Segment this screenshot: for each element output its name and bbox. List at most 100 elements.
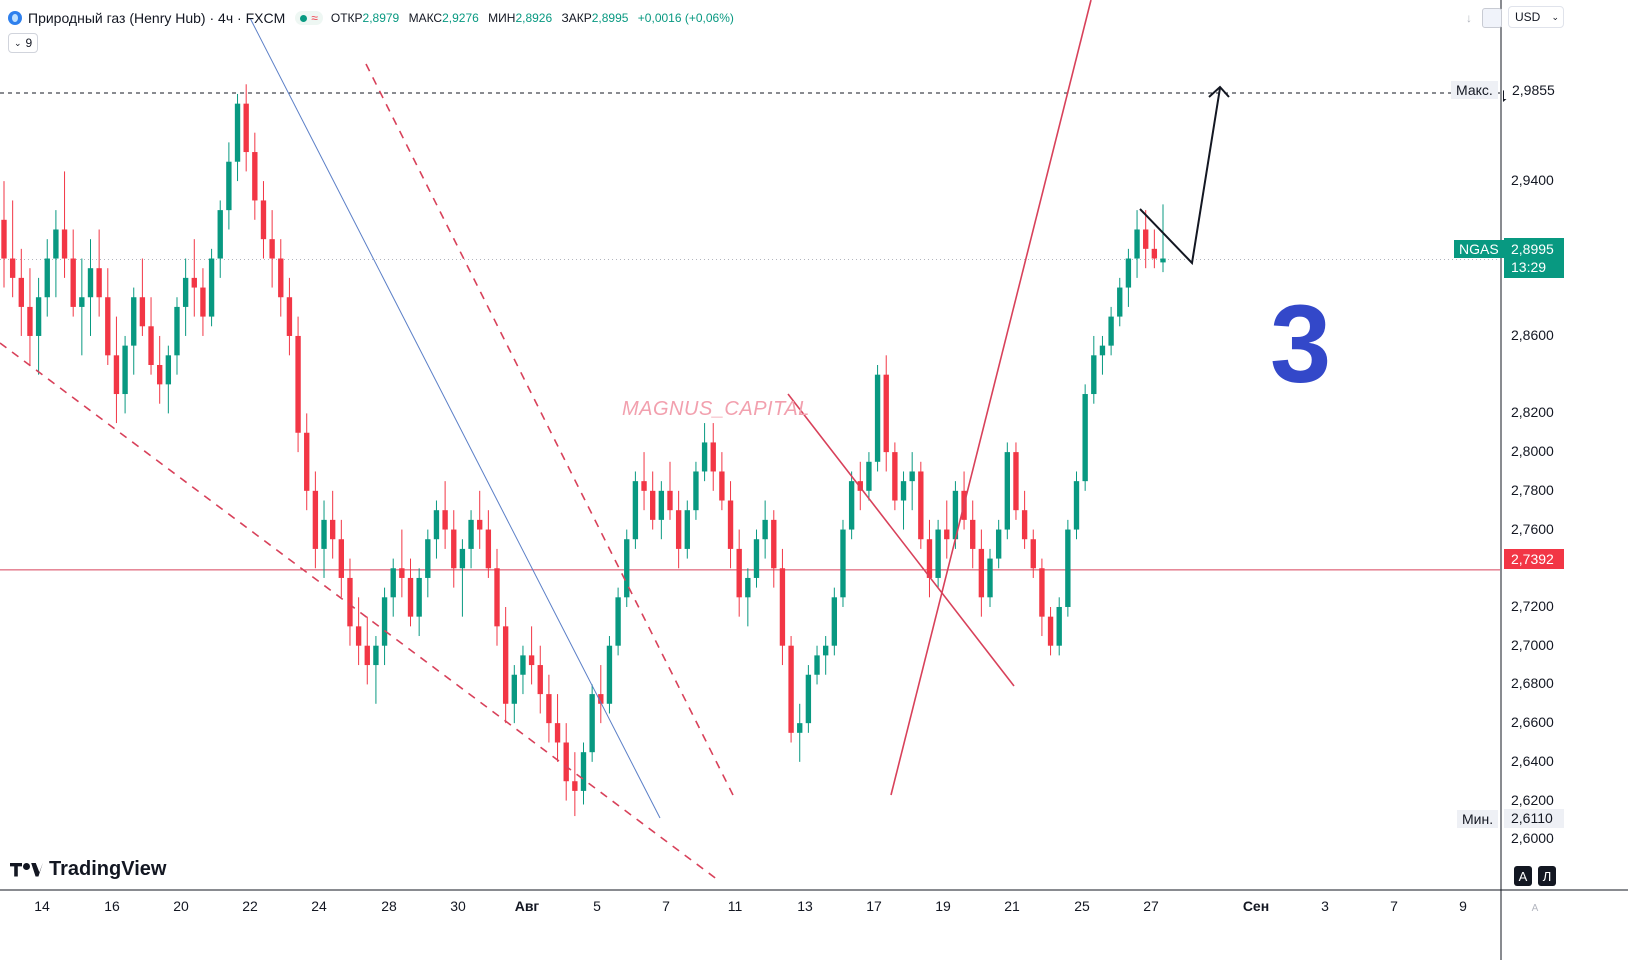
candle-body — [693, 471, 699, 511]
level-price-tag: 2,7392 — [1504, 549, 1564, 569]
candle-body — [61, 229, 68, 259]
log-scale-button[interactable]: Л — [1538, 866, 1556, 886]
x-tick-label: 13 — [797, 898, 813, 914]
x-tick-label: 11 — [727, 898, 743, 914]
candle-body — [53, 229, 59, 259]
x-tick-label: 28 — [381, 898, 397, 914]
timeframe-label[interactable]: 4ч — [218, 10, 234, 26]
currency-select[interactable]: USD ⌄ — [1508, 6, 1564, 28]
candle-body — [329, 519, 336, 540]
tradingview-logo[interactable]: TradingView — [10, 858, 166, 881]
candle-body — [243, 103, 249, 153]
upper-channel-dashed-line — [365, 63, 734, 796]
x-tick-label: 24 — [311, 898, 327, 914]
y-tick-label: 2,7000 — [1511, 636, 1554, 653]
candle-body — [477, 519, 483, 530]
candle-body — [874, 374, 881, 462]
ohlc-change: +0,0016 (+0,06%) — [637, 11, 734, 25]
candle-body — [1004, 452, 1010, 530]
candle-body — [589, 694, 595, 753]
candle-body — [1056, 606, 1062, 646]
candle-body — [866, 461, 872, 491]
settings-a-icon[interactable]: A — [1531, 903, 1539, 914]
candle-body — [1021, 510, 1028, 540]
candle-body — [658, 490, 665, 520]
candle-body — [1117, 287, 1123, 317]
candle-body — [122, 345, 128, 395]
candle-body — [182, 277, 189, 307]
ohlc-low-label: МИН — [488, 11, 516, 25]
candle-body — [935, 529, 941, 578]
candle-body — [217, 210, 223, 259]
download-arrow-icon[interactable]: ↓ — [1466, 11, 1472, 25]
downtrend-resistance-line — [787, 393, 1015, 687]
y-tick-label: 2,8000 — [1511, 443, 1554, 460]
tradingview-logo-text: TradingView — [49, 858, 167, 880]
candle-body — [641, 481, 647, 491]
projection-arrowhead — [1208, 85, 1230, 98]
candle-body — [952, 490, 959, 540]
market-status[interactable]: ≈ — [295, 11, 323, 25]
candle-body — [269, 239, 275, 259]
candle-body — [606, 645, 613, 704]
gas-drop-icon — [8, 11, 22, 25]
candle-body — [451, 529, 457, 569]
candle-body — [987, 558, 993, 598]
candle-body — [926, 539, 933, 578]
y-tick-label: 2,6400 — [1511, 752, 1554, 769]
instrument-name[interactable]: Природный газ (Henry Hub) — [28, 10, 206, 26]
indicators-count: 9 — [25, 36, 33, 50]
candle-body — [416, 577, 422, 617]
auto-scale-button[interactable]: A — [1514, 866, 1532, 886]
chevron-down-icon: ⌄ — [14, 37, 22, 48]
candle-body — [286, 297, 293, 336]
magnus-watermark: MAGNUS_CAPITAL — [622, 398, 810, 420]
candle-body — [312, 490, 319, 549]
candle-body — [131, 297, 137, 346]
y-tick-label: 2,8200 — [1511, 404, 1554, 421]
fullscreen-icon[interactable] — [1482, 8, 1502, 28]
candle-body — [87, 268, 94, 298]
candle-body — [1065, 529, 1071, 607]
candle-body — [174, 306, 180, 356]
candle-body — [1134, 229, 1140, 259]
candle-body — [537, 665, 543, 695]
x-tick-label: 3 — [1321, 898, 1329, 914]
y-tick-label: 2,9400 — [1511, 172, 1554, 189]
candle-body — [278, 258, 284, 298]
indicators-toggle[interactable]: ⌄ 9 — [8, 33, 39, 53]
candle-body — [667, 490, 673, 511]
candle-body — [1, 219, 7, 259]
candle-body — [546, 694, 552, 724]
candle-body — [70, 258, 76, 307]
candle-body — [710, 442, 716, 472]
candle-body — [1099, 345, 1106, 356]
candle-body — [771, 519, 777, 569]
candle-body — [727, 500, 734, 549]
candle-body — [347, 577, 353, 627]
candle-body — [96, 268, 102, 298]
candle-body — [814, 655, 820, 675]
tradingview-logo-icon — [10, 862, 43, 877]
candle-body — [226, 161, 232, 211]
candle-body — [113, 355, 120, 395]
current-price-value: 2,8995 — [1511, 241, 1554, 257]
candle-body — [1143, 229, 1149, 249]
candle-body — [1013, 452, 1019, 511]
candle-body — [442, 510, 448, 530]
candle-body — [598, 694, 604, 704]
y-tick-label: 2,7800 — [1511, 481, 1554, 498]
chart-header: Природный газ (Henry Hub) · 4ч · FXCM ≈ … — [8, 8, 740, 28]
x-tick-label: 21 — [1004, 898, 1020, 914]
candle-body — [165, 355, 172, 385]
exchange-label[interactable]: FXCM — [245, 10, 286, 26]
candle-body — [200, 287, 206, 317]
candle-body — [788, 645, 794, 733]
candle-body — [502, 626, 509, 704]
candle-body — [511, 674, 517, 704]
candle-body — [390, 568, 396, 598]
market-open-dot-icon — [300, 14, 308, 22]
x-tick-label: 20 — [173, 898, 189, 914]
candle-body — [1047, 616, 1054, 646]
